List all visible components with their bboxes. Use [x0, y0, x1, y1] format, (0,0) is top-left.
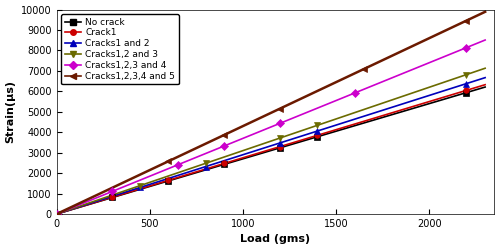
Legend: No crack, Crack1, Cracks1 and 2, Cracks1,2 and 3, Cracks1,2,3 and 4, Cracks1,2,3: No crack, Crack1, Cracks1 and 2, Cracks1…	[61, 14, 179, 84]
Y-axis label: Strain(μs): Strain(μs)	[6, 80, 16, 143]
X-axis label: Load (gms): Load (gms)	[240, 234, 310, 244]
